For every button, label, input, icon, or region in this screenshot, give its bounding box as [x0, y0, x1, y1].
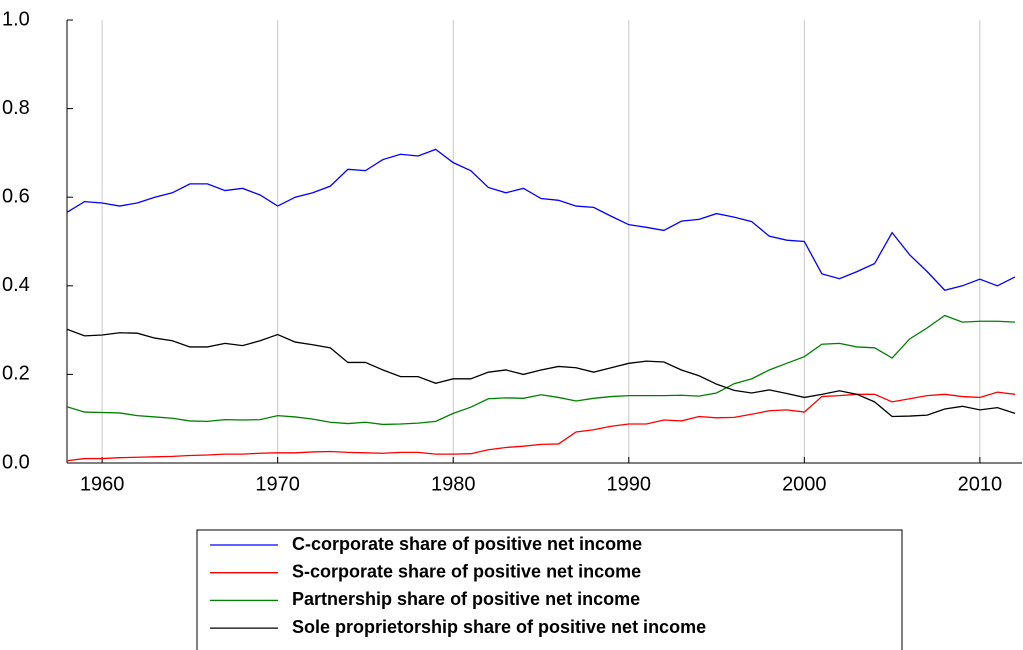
x-tick-label: 1970 [255, 473, 300, 495]
x-tick-label: 2010 [958, 473, 1003, 495]
y-tick-label: 0.2 [2, 363, 30, 385]
y-tick-label: 0.8 [2, 97, 30, 119]
series-line [66, 148, 1016, 291]
y-tick-label: 0.0 [2, 451, 30, 473]
x-tick-label: 2000 [782, 473, 827, 495]
legend-box [196, 529, 903, 650]
series-line [66, 328, 1016, 418]
legend-label: S-corporate share of positive net income [292, 561, 641, 581]
series-line [66, 314, 1016, 426]
legend-label: Partnership share of positive net income [292, 589, 640, 609]
x-tick-label: 1960 [80, 473, 125, 495]
y-tick-label: 0.4 [2, 274, 30, 296]
y-tick-label: 1.0 [2, 8, 30, 30]
x-tick-label: 1990 [607, 473, 652, 495]
legend-label: C-corporate share of positive net income [292, 534, 642, 554]
series-line [66, 391, 1016, 462]
legend-label: Sole proprietorship share of positive ne… [292, 617, 706, 637]
x-tick-label: 1980 [431, 473, 476, 495]
y-tick-label: 0.6 [2, 185, 30, 207]
